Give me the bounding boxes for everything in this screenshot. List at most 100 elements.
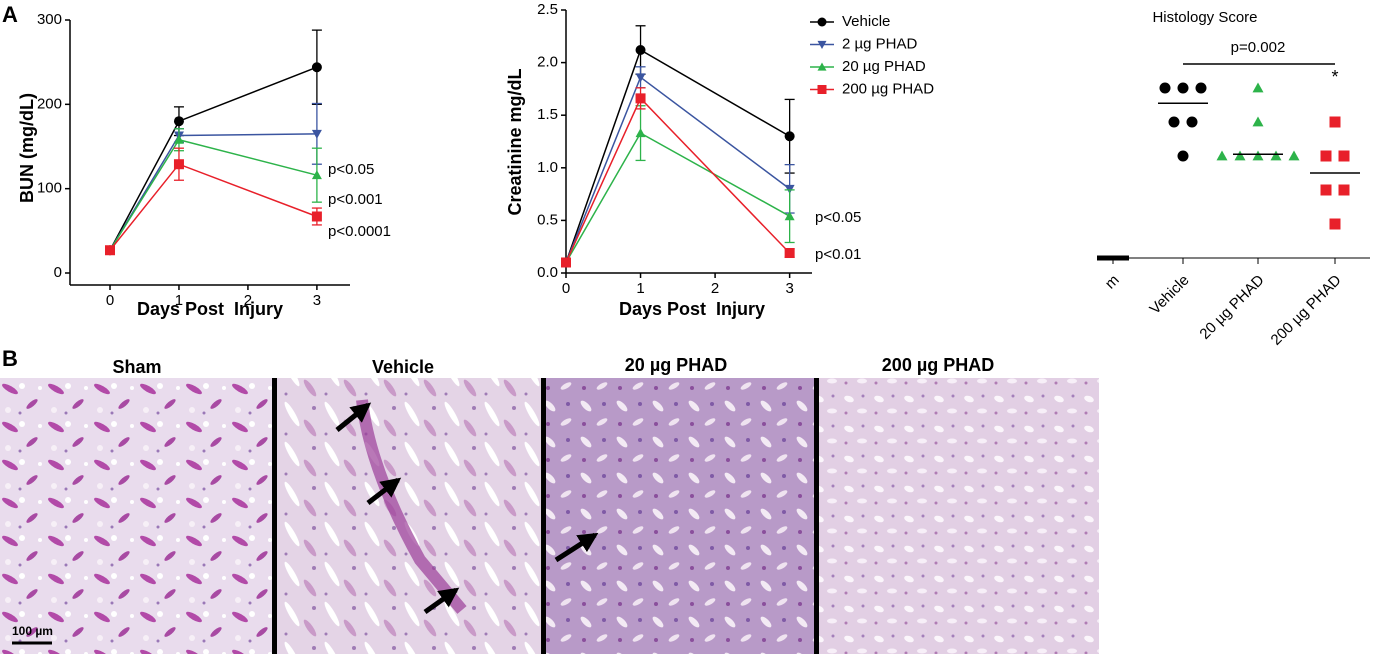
marker: [561, 257, 571, 268]
x-tick-label: 2: [711, 280, 719, 297]
image-caption: 200 µg PHAD: [882, 355, 994, 375]
marker: [1329, 218, 1341, 230]
series-line: [109, 163, 318, 251]
image-sham: [0, 378, 273, 654]
marker: [635, 44, 646, 55]
legend-label: 200 µg PHAD: [842, 80, 934, 97]
marker: [817, 40, 827, 49]
marker: [1216, 150, 1228, 161]
image-caption: Vehicle: [372, 357, 434, 377]
marker: [1234, 150, 1246, 161]
annotation: p<0.05: [328, 161, 374, 178]
arrow: [423, 587, 460, 615]
marker: [311, 129, 322, 139]
histology-images: [0, 378, 1099, 654]
separator: [541, 378, 546, 654]
y-tick-label: 0.0: [537, 264, 558, 281]
marker: [1168, 116, 1180, 128]
marker: [1320, 184, 1332, 196]
marker: [1177, 82, 1189, 94]
arrow: [335, 402, 372, 432]
x-tick-label: 1: [636, 280, 644, 297]
y-tick-label: 1.5: [537, 106, 558, 123]
y-tick-label: 200: [37, 95, 62, 112]
marker: [635, 73, 646, 83]
marker: [1195, 82, 1207, 94]
marker: [784, 248, 795, 259]
panel-label: A: [2, 2, 18, 27]
annotation: p<0.01: [815, 246, 861, 263]
y-tick-label: 300: [37, 11, 62, 28]
y-tick-label: 0: [54, 264, 62, 281]
legend-label: 2 µg PHAD: [842, 35, 918, 52]
x-tick-label: 1: [175, 292, 183, 309]
marker: [635, 128, 646, 138]
marker: [1320, 150, 1332, 162]
separator: [814, 378, 819, 654]
y-tick-label: 100: [37, 180, 62, 197]
annotation: *: [1331, 67, 1338, 87]
x-tick-label: 200 µg PHAD: [1268, 272, 1345, 349]
marker: [1270, 150, 1282, 161]
x-tick-label: 2: [244, 292, 252, 309]
marker: [635, 93, 646, 104]
marker: [1177, 150, 1189, 162]
marker: [173, 159, 184, 170]
scale-bar-label: 100 µm: [12, 624, 53, 638]
y-axis-label: Creatinine mg/dL: [505, 68, 525, 215]
marker: [817, 62, 827, 71]
marker: [817, 17, 827, 27]
legend-label: 20 µg PHAD: [842, 58, 926, 75]
marker: [311, 211, 322, 222]
image-200ug: [819, 378, 1099, 654]
x-tick-label: 0: [106, 292, 114, 309]
marker: [1329, 116, 1341, 128]
series-line: [109, 138, 318, 251]
annotation: p=0.002: [1231, 39, 1286, 56]
marker: [1338, 150, 1350, 162]
legend-label: Vehicle: [842, 13, 890, 30]
marker: [784, 131, 795, 142]
arrow: [554, 532, 599, 563]
y-tick-label: 1.0: [537, 159, 558, 176]
marker: [1252, 116, 1264, 127]
x-axis-label: Days Post Injury: [137, 299, 283, 319]
marker: [784, 211, 795, 221]
y-tick-label: 2.0: [537, 54, 558, 71]
marker: [1288, 150, 1300, 161]
marker: [1159, 82, 1171, 94]
image-caption: 20 µg PHAD: [625, 355, 727, 375]
x-tick-label: Vehicle: [1146, 272, 1192, 318]
marker: [1338, 184, 1350, 196]
annotation: p<0.05: [815, 209, 861, 226]
marker: [173, 134, 184, 144]
x-tick-label: 0: [562, 280, 570, 297]
marker: [105, 245, 115, 256]
y-tick-label: 2.5: [537, 1, 558, 18]
panel-label: B: [2, 346, 18, 371]
marker: [173, 116, 184, 127]
image-vehicle: [277, 378, 542, 654]
y-axis-label: BUN (mg/dL): [17, 93, 37, 203]
x-tick-label: 20 µg PHAD: [1196, 272, 1267, 343]
x-tick-label: 3: [313, 292, 321, 309]
x-axis-label: Days Post Injury: [619, 299, 765, 319]
chart-title: Histology Score: [1152, 9, 1257, 26]
separator: [272, 378, 277, 654]
marker: [1252, 150, 1264, 161]
series-line: [565, 48, 791, 263]
image-caption: Sham: [112, 357, 161, 377]
arrow: [366, 477, 402, 505]
annotation: p<0.0001: [328, 223, 391, 240]
x-tick-label: 3: [785, 280, 793, 297]
y-tick-label: 0.5: [537, 211, 558, 228]
image-20ug: [546, 378, 814, 654]
annotation: p<0.001: [328, 191, 383, 208]
x-tick-label: m: [1102, 272, 1123, 293]
marker: [1252, 82, 1264, 93]
marker: [817, 85, 827, 94]
series-line: [565, 132, 791, 263]
series-line: [565, 76, 791, 263]
series-line: [109, 66, 318, 251]
